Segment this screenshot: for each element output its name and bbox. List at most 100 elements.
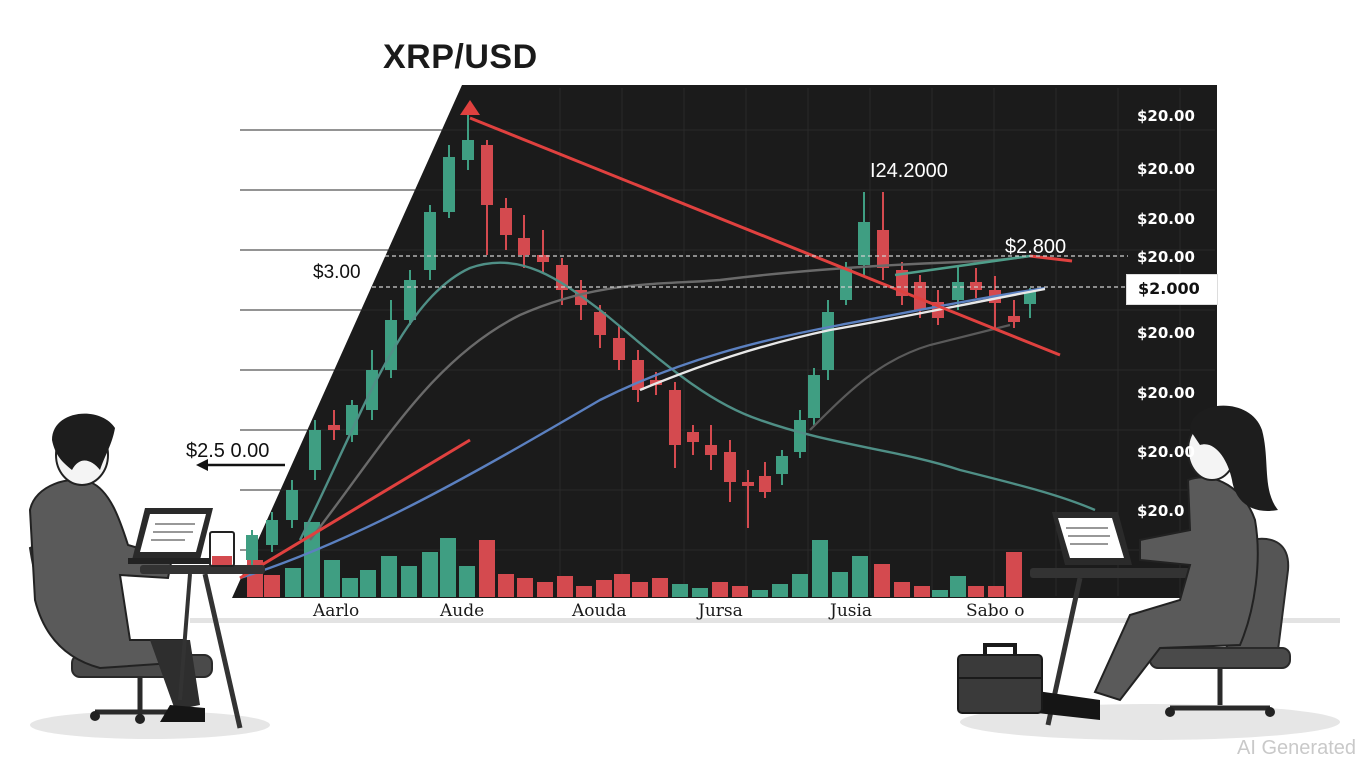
candle-body [613,338,625,360]
volume-bar [914,586,930,597]
candle-body [669,390,681,445]
x-axis-label-0: Aarlo [313,601,360,621]
peak-arrow-marker [460,100,480,115]
candle-body [1024,292,1036,304]
volume-bar [1006,552,1022,597]
candle-body [724,452,736,482]
moving-average-blue [239,286,1046,580]
briefcase-icon [957,643,1043,714]
right-axis-tick-5: $20.00 [1137,384,1195,402]
candle-body [705,445,717,455]
candle-body [877,230,889,268]
volume-bar [342,578,358,597]
volume-bar [576,586,592,597]
person-left-icon [28,413,265,729]
candle-body [914,282,926,310]
candle-body [246,535,258,560]
volume-bar [285,568,301,597]
volume-bar [304,522,320,597]
moving-average-white [639,287,1046,392]
right-axis-tick-2: $20.00 [1137,210,1195,228]
volume-bar [360,570,376,597]
volume-bar [852,556,868,597]
moving-average-olive [809,323,1011,431]
candle-body [443,157,455,212]
volume-bar [894,582,910,597]
candle-body [858,222,870,265]
candle-body [794,420,806,452]
candle-body [594,312,606,335]
volume-bar [440,538,456,597]
volume-bar [324,560,340,597]
ai-generated-watermark: AI Generated [1237,737,1356,759]
volume-bar [672,584,688,597]
volume-bar [968,586,984,597]
volume-bars [247,522,1022,597]
candle-body [759,476,771,492]
volume-bar [537,582,553,597]
volume-bar [479,540,495,597]
peak-price-label: I24.2000 [870,160,948,182]
moving-average-gray [298,261,1096,541]
volume-bar [632,582,648,597]
candle-body [776,456,788,474]
right-axis-tick-7: $20.0 [1137,502,1185,520]
x-axis-label-3: Jursa [698,601,743,621]
volume-bar [752,590,768,597]
volume-bar [557,576,573,597]
candle-body [481,145,493,205]
candle-body [500,208,512,235]
person-right-icon [1028,405,1291,726]
resistance-line-teal [894,254,1031,277]
right-axis-tick-3: $20.00 [1137,248,1195,266]
right-axis-tick-4: $20.00 [1137,324,1195,342]
volume-bar [792,574,808,597]
x-axis-label-5: Sabo o [966,601,1025,621]
page-title: XRP/USD [383,38,538,76]
volume-bar [264,575,280,597]
moving-average-dark [309,254,1031,541]
candle-body [1008,316,1020,322]
resistance-line-red [1029,254,1073,263]
x-axis-label-4: Jusia [830,601,873,621]
volume-bar [832,572,848,597]
trendline-descending [469,116,1061,357]
volume-bar [652,578,668,597]
candle-body [970,282,982,290]
candle-body [462,140,474,160]
x-axis-label-1: Aude [440,601,485,621]
floor-shadow-left [30,711,270,739]
candle-body [822,312,834,370]
left-price-label-lower: $2.5 0.00 [186,440,270,462]
right-axis-tick-0: $20.00 [1137,107,1195,125]
volume-bar [692,588,708,597]
current-price-label: $2.000 [1138,279,1200,298]
volume-bar [732,586,748,597]
candle-body [840,268,852,300]
candle-body [808,375,820,418]
right-axis-tick-1: $20.00 [1137,160,1195,178]
candle-body [328,425,340,430]
volume-bar [772,584,788,597]
volume-bar [932,590,948,597]
candlesticks [246,105,1036,570]
volume-bar [712,582,728,597]
candle-body [309,430,321,470]
volume-bar [614,574,630,597]
candle-body [687,432,699,442]
volume-bar [422,552,438,597]
right-axis-tick-6: $20.00 [1137,443,1195,461]
price-arrow-head [196,459,208,471]
candle-body [404,280,416,320]
x-axis-label-2: Aouda [572,601,627,621]
candle-body [518,238,530,255]
volume-bar [950,576,966,597]
resistance-price-label: $2.800 [1005,236,1067,258]
trendline-ascending [239,438,471,580]
volume-bar [812,540,828,597]
candle-body [266,520,278,545]
volume-bar [459,566,475,597]
volume-bar [498,574,514,597]
volume-bar [401,566,417,597]
